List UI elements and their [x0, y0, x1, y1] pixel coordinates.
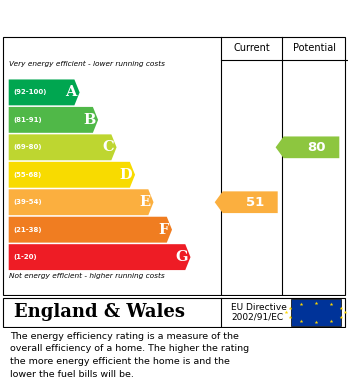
Polygon shape [9, 135, 117, 160]
Text: E: E [140, 195, 151, 209]
Text: (55-68): (55-68) [13, 172, 41, 178]
Text: (69-80): (69-80) [13, 144, 41, 150]
Polygon shape [9, 162, 135, 188]
Polygon shape [9, 217, 172, 243]
Text: B: B [83, 113, 95, 127]
Polygon shape [9, 107, 98, 133]
Text: G: G [175, 250, 188, 264]
Text: (1-20): (1-20) [13, 254, 37, 260]
Text: A: A [65, 85, 77, 99]
Text: EU Directive: EU Directive [231, 303, 287, 312]
Text: C: C [102, 140, 114, 154]
Text: Potential: Potential [293, 43, 337, 53]
Text: 2002/91/EC: 2002/91/EC [231, 313, 284, 322]
Text: D: D [120, 168, 132, 182]
Text: Not energy efficient - higher running costs: Not energy efficient - higher running co… [9, 273, 165, 279]
Polygon shape [215, 191, 278, 213]
Text: Current: Current [233, 43, 270, 53]
Text: (92-100): (92-100) [13, 90, 46, 95]
Polygon shape [276, 136, 339, 158]
Text: 51: 51 [246, 196, 264, 209]
Text: The energy efficiency rating is a measure of the
overall efficiency of a home. T: The energy efficiency rating is a measur… [10, 332, 250, 379]
Text: (39-54): (39-54) [13, 199, 41, 205]
Bar [291, 299, 341, 326]
Text: 80: 80 [307, 141, 326, 154]
Text: (81-91): (81-91) [13, 117, 41, 123]
Text: Energy Efficiency Rating: Energy Efficiency Rating [10, 11, 232, 25]
Text: F: F [159, 223, 169, 237]
Text: Very energy efficient - lower running costs: Very energy efficient - lower running co… [9, 61, 165, 67]
Polygon shape [9, 244, 190, 270]
Polygon shape [9, 189, 153, 215]
Text: England & Wales: England & Wales [14, 303, 185, 321]
Polygon shape [9, 79, 80, 105]
Text: (21-38): (21-38) [13, 227, 41, 233]
